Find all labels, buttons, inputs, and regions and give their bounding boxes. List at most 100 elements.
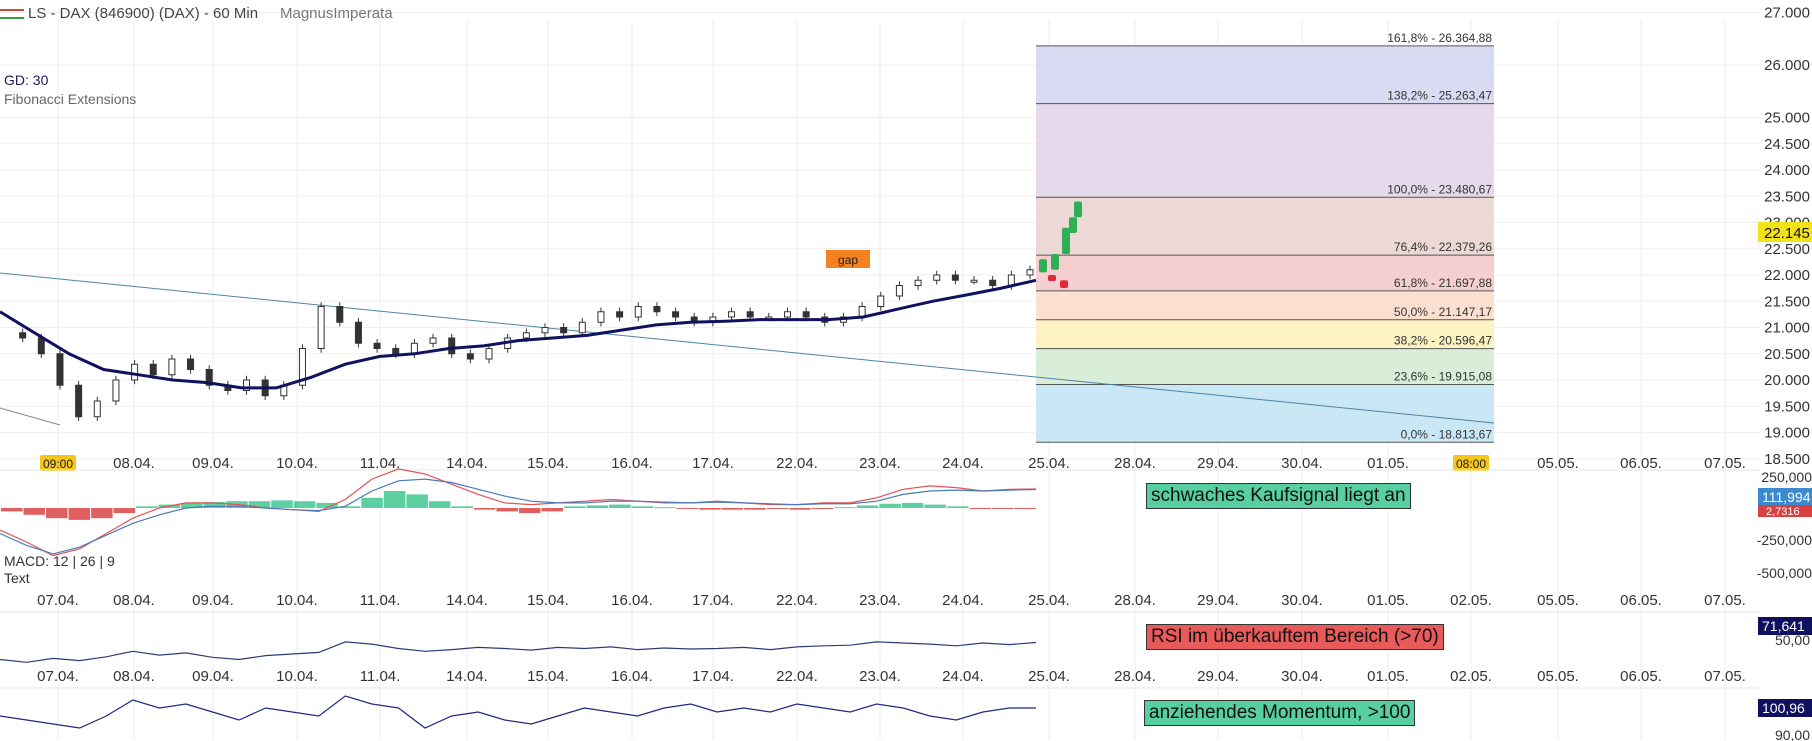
macd-x-tick: 07.04. <box>37 592 79 609</box>
candle <box>802 311 810 318</box>
macd-histogram-bar <box>991 508 1014 509</box>
rsi-x-tick: 11.04. <box>360 668 401 685</box>
author-name: MagnusImperata <box>280 5 393 22</box>
price-axis-tick: 24.000 <box>1764 162 1810 179</box>
macd-histogram-bar <box>91 508 113 519</box>
macd-signal-text: schwaches Kaufsignal liegt an <box>1146 483 1411 509</box>
macd-histogram-bar <box>699 508 721 510</box>
forecast-candle <box>1060 280 1068 289</box>
price-axis-tick: 27.000 <box>1764 5 1810 22</box>
macd-histogram-bar <box>856 505 879 508</box>
macd-x-tick: 06.05. <box>1620 592 1662 609</box>
candle <box>466 353 474 360</box>
candle <box>243 379 251 391</box>
x-axis-tick: 30.04. <box>1281 455 1323 472</box>
forecast-candle <box>1039 259 1047 273</box>
rsi-x-tick: 05.05. <box>1537 668 1579 685</box>
macd-histogram-bar <box>406 494 428 508</box>
rsi-x-tick: 30.04. <box>1281 668 1323 685</box>
candle <box>187 358 195 370</box>
macd-x-tick: 11.04. <box>360 592 401 609</box>
candle <box>298 348 306 386</box>
rsi-x-tick: 25.04. <box>1028 668 1070 685</box>
rsi-x-tick: 09.04. <box>192 668 234 685</box>
macd-signal-value: 2,7316 <box>1766 506 1800 518</box>
fib-band <box>1036 197 1494 256</box>
macd-histogram-bar <box>1014 508 1036 509</box>
fib-level-label: 38,2% - 20.596,47 <box>1394 334 1492 348</box>
macd-signal-tag <box>1758 505 1812 517</box>
macd-x-tick: 02.05. <box>1450 592 1492 609</box>
fib-level-label: 0,0% - 18.813,67 <box>1401 427 1493 441</box>
macd-histogram-bar <box>676 508 699 509</box>
candle <box>205 369 213 386</box>
candle <box>448 337 456 355</box>
momentum-axis-tick: 90,00 <box>1775 727 1810 741</box>
macd-histogram-bar <box>586 505 609 508</box>
macd-histogram-bar <box>654 507 676 509</box>
x-axis-tick: 23.04. <box>859 455 901 472</box>
fib-level-label: 161,8% - 26.364,88 <box>1387 31 1492 45</box>
fib-band <box>1036 255 1494 291</box>
macd-x-tick: 16.04. <box>611 592 653 609</box>
candle <box>597 311 605 323</box>
macd-sub-label: Text <box>4 570 30 586</box>
candle <box>746 311 754 318</box>
x-axis-tick: 05.05. <box>1537 455 1579 472</box>
price-axis-tick: 19.500 <box>1764 398 1810 415</box>
rsi-x-tick: 07.04. <box>37 668 79 685</box>
candle <box>989 279 997 286</box>
rsi-x-tick: 07.05. <box>1704 668 1746 685</box>
macd-histogram-bar <box>451 506 473 508</box>
macd-histogram-bar <box>248 501 271 508</box>
momentum-value-tag <box>1758 699 1812 717</box>
candle <box>1026 269 1034 276</box>
candle <box>149 363 157 376</box>
x-axis-tick: 08.04. <box>113 455 155 472</box>
fib-band <box>1036 45 1494 104</box>
macd-histogram-bar <box>68 508 91 520</box>
rsi-x-tick: 23.04. <box>859 668 901 685</box>
x-axis-tick: 09.04. <box>192 455 234 472</box>
price-axis-tick: 21.000 <box>1764 320 1810 337</box>
macd-histogram-bar <box>946 506 969 508</box>
momentum-value: 100,96 <box>1762 700 1805 716</box>
candle <box>75 384 83 418</box>
x-axis-tick: 24.04. <box>942 455 984 472</box>
fib-level-label: 23,6% - 19.915,08 <box>1394 369 1492 383</box>
momentum-line <box>0 695 1036 729</box>
candle <box>392 348 400 355</box>
candle <box>877 295 885 307</box>
candle <box>37 337 45 355</box>
candle <box>672 311 680 318</box>
macd-axis-tick: -500,000 <box>1757 565 1812 581</box>
macd-value-tag <box>1758 488 1812 506</box>
fib-level-label: 138,2% - 25.263,47 <box>1387 89 1492 103</box>
macd-histogram-bar <box>271 500 293 508</box>
fib-level-label: 100,0% - 23.480,67 <box>1387 182 1492 196</box>
price-axis-tick: 24.500 <box>1764 136 1810 153</box>
candle <box>112 379 120 402</box>
rsi-x-tick: 17.04. <box>692 668 734 685</box>
macd-x-tick: 29.04. <box>1197 592 1239 609</box>
time-tag <box>1453 455 1489 471</box>
candle <box>578 321 586 334</box>
candle <box>429 337 437 344</box>
macd-histogram-bar <box>46 508 68 519</box>
rsi-signal-text: RSI im überkauftem Bereich (>70) <box>1146 624 1444 650</box>
rsi-x-tick: 10.04. <box>276 668 318 685</box>
price-axis-tick: 26.000 <box>1764 57 1810 74</box>
rsi-value-tag <box>1758 617 1812 635</box>
rsi-x-tick: 29.04. <box>1197 668 1239 685</box>
x-axis-tick: 10.04. <box>276 455 318 472</box>
candle <box>56 353 64 386</box>
macd-x-tick: 15.04. <box>527 592 569 609</box>
forecast-candle <box>1048 275 1056 281</box>
gap-marker <box>826 250 870 268</box>
macd-histogram-bar <box>383 491 406 508</box>
trend-line-lower <box>0 407 61 426</box>
macd-x-tick: 30.04. <box>1281 592 1323 609</box>
candle <box>317 306 325 349</box>
macd-histogram-bar <box>361 497 383 508</box>
macd-x-tick: 01.05. <box>1367 592 1409 609</box>
